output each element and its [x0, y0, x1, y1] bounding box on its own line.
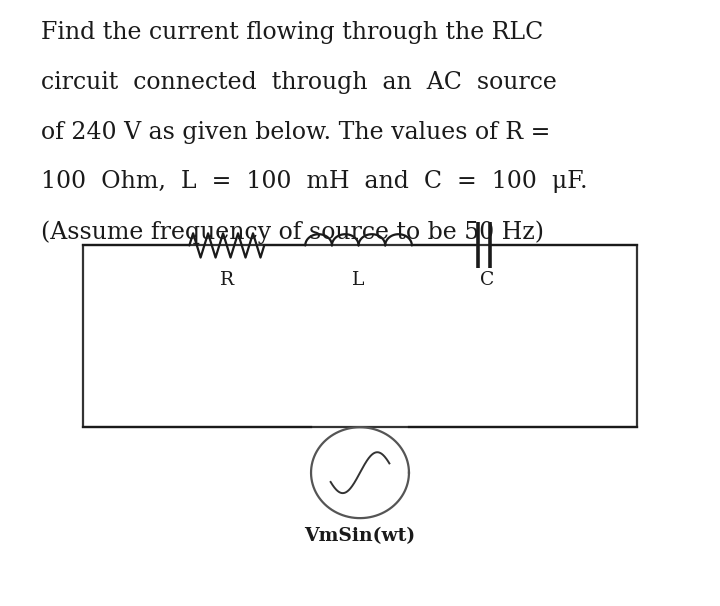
Text: C: C — [480, 271, 494, 289]
Text: of 240 V as given below. The values of R =: of 240 V as given below. The values of R… — [41, 121, 550, 144]
Text: 100  Ohm,  L  =  100  mH  and  C  =  100  μF.: 100 Ohm, L = 100 mH and C = 100 μF. — [41, 170, 588, 193]
Text: R: R — [220, 271, 234, 289]
Bar — [83, 245, 637, 427]
Text: (Assume frequency of source to be 50 Hz): (Assume frequency of source to be 50 Hz) — [41, 220, 544, 244]
Text: circuit  connected  through  an  AC  source: circuit connected through an AC source — [41, 71, 557, 94]
Text: L: L — [352, 271, 365, 289]
Text: Find the current flowing through the RLC: Find the current flowing through the RLC — [41, 21, 544, 44]
Text: VmSin(wt): VmSin(wt) — [305, 527, 415, 545]
